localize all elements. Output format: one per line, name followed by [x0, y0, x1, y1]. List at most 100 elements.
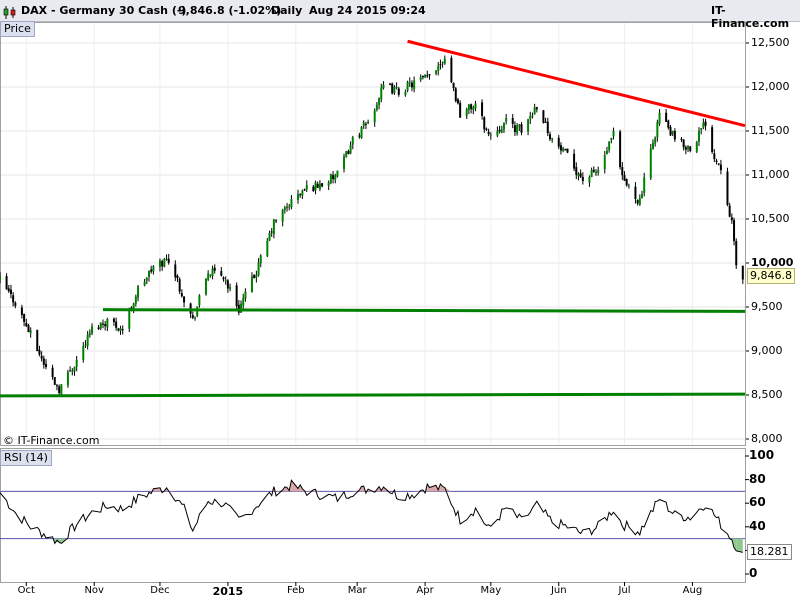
rsi-tick-label: 100: [749, 448, 775, 462]
candle-body: [391, 83, 394, 94]
candle-body: [682, 139, 685, 148]
candle-body: [343, 156, 346, 170]
candle-body: [452, 82, 455, 89]
candle-body: [40, 355, 43, 359]
candle-body: [481, 102, 484, 116]
candle-body: [564, 149, 567, 151]
rsi-overbought-fill: [429, 485, 437, 492]
candle-body: [163, 259, 166, 267]
candle-body: [115, 321, 118, 328]
candle-body: [695, 142, 698, 152]
candle-body: [573, 153, 576, 169]
candle-body: [36, 329, 39, 351]
candle-body: [474, 103, 477, 109]
candle-body: [9, 289, 12, 294]
candle-body: [467, 104, 470, 110]
candle-body: [562, 148, 565, 152]
candle-body: [242, 297, 245, 306]
candle-body: [531, 115, 534, 117]
date-tick-label: Mar: [347, 585, 367, 596]
candle-body: [465, 109, 468, 117]
candle-body: [180, 293, 183, 297]
candle-body: [393, 87, 396, 94]
candle-body: [717, 163, 720, 165]
candle-body: [299, 194, 302, 196]
price-tick-label: 9,000: [751, 344, 783, 357]
candle-body: [75, 359, 78, 367]
candle-body: [204, 278, 207, 295]
candle-body: [520, 124, 523, 133]
date-tick-label: Jul: [618, 585, 631, 596]
date-tick-label: 2015: [212, 585, 244, 598]
brand-label: IT-Finance.com: [711, 4, 790, 30]
candle-body: [437, 65, 440, 71]
candle-body: [255, 275, 258, 278]
candle-body: [435, 70, 438, 74]
candle-body: [577, 173, 580, 176]
candle-body: [53, 377, 56, 385]
candle-body: [489, 134, 492, 136]
candle-body: [297, 194, 299, 200]
support-trendline: [0, 392, 746, 398]
candlestick-series: [0, 55, 744, 397]
price-tick-label: 12,500: [751, 36, 790, 49]
candle-body: [148, 270, 150, 277]
candle-body: [130, 307, 133, 309]
candle-body: [229, 287, 232, 290]
candle-body: [268, 232, 271, 241]
candle-body: [99, 322, 102, 329]
candle-body: [395, 87, 398, 89]
candle-body: [421, 75, 424, 78]
period-label: Daily: [271, 4, 303, 17]
candlestick-icon[interactable]: [3, 4, 17, 23]
candle-body: [316, 183, 319, 188]
candle-body: [349, 145, 352, 154]
candle-body: [439, 64, 442, 66]
candle-body: [719, 164, 722, 171]
candle-body: [220, 271, 223, 276]
candle-body: [566, 148, 569, 153]
rsi-tick-label: 0: [749, 566, 758, 580]
price-tick-label: 12,000: [751, 80, 790, 93]
candle-body: [680, 138, 683, 140]
candle-body: [380, 87, 383, 100]
rsi-panel-label: RSI (14): [0, 450, 52, 466]
candle-body: [183, 296, 186, 303]
candle-body: [45, 363, 48, 368]
instrument-title: DAX - Germany 30 Cash (-): [21, 4, 187, 17]
candle-body: [557, 137, 560, 147]
quote-value: 9,846.8 (-1.02%): [178, 4, 282, 17]
candle-body: [312, 186, 315, 192]
rsi-oversold-fill: [736, 538, 743, 553]
trendlines: [0, 39, 746, 398]
candle-body: [605, 150, 608, 155]
candle-body: [150, 269, 153, 272]
candle-body: [459, 102, 462, 118]
candle-body: [301, 190, 304, 196]
candle-body: [288, 206, 291, 208]
candle-body: [621, 166, 624, 176]
candle-body: [426, 75, 429, 77]
candle-body: [0, 276, 1, 280]
rsi-line: [0, 479, 743, 553]
rsi-frame-rect: [0, 448, 746, 583]
rsi-tick-label: 60: [749, 495, 766, 510]
candle-body: [128, 309, 131, 329]
candle-body: [472, 107, 475, 110]
rsi-overbought-fill: [427, 483, 430, 492]
candle-body: [608, 141, 611, 151]
candle-body: [318, 183, 321, 190]
candle-body: [158, 260, 161, 267]
candle-body: [58, 386, 61, 394]
rsi-gridlines: [0, 455, 749, 575]
price-panel-frame: [0, 22, 746, 583]
candle-body: [253, 275, 256, 279]
candle-body: [84, 344, 87, 346]
candle-body: [257, 262, 260, 276]
candle-body: [687, 146, 690, 149]
candle-body: [27, 325, 30, 333]
candle-body: [29, 330, 32, 334]
candle-body: [649, 148, 652, 179]
candle-body: [88, 333, 91, 336]
candle-body: [588, 176, 591, 183]
